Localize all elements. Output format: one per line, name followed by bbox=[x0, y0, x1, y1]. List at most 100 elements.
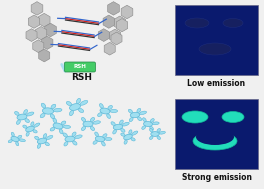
Ellipse shape bbox=[65, 136, 75, 142]
Ellipse shape bbox=[27, 112, 34, 116]
Ellipse shape bbox=[151, 132, 159, 136]
Polygon shape bbox=[35, 26, 47, 40]
Ellipse shape bbox=[100, 104, 103, 108]
Ellipse shape bbox=[8, 140, 12, 143]
Ellipse shape bbox=[121, 133, 125, 136]
Ellipse shape bbox=[72, 132, 76, 136]
Ellipse shape bbox=[93, 141, 97, 144]
Ellipse shape bbox=[222, 112, 244, 122]
Ellipse shape bbox=[140, 111, 147, 115]
Ellipse shape bbox=[129, 130, 132, 134]
Text: RSH: RSH bbox=[74, 64, 86, 70]
Ellipse shape bbox=[182, 111, 208, 123]
Polygon shape bbox=[39, 49, 50, 62]
Polygon shape bbox=[41, 36, 53, 49]
Ellipse shape bbox=[34, 123, 40, 127]
Ellipse shape bbox=[43, 108, 54, 114]
Ellipse shape bbox=[113, 124, 123, 130]
Ellipse shape bbox=[129, 118, 133, 122]
FancyBboxPatch shape bbox=[175, 99, 258, 169]
Ellipse shape bbox=[81, 126, 86, 131]
Ellipse shape bbox=[26, 126, 34, 132]
Ellipse shape bbox=[50, 127, 55, 131]
Ellipse shape bbox=[53, 118, 57, 123]
Polygon shape bbox=[121, 5, 133, 19]
Ellipse shape bbox=[144, 122, 153, 127]
Ellipse shape bbox=[66, 101, 72, 106]
Ellipse shape bbox=[120, 120, 123, 124]
Polygon shape bbox=[103, 15, 115, 28]
Ellipse shape bbox=[37, 144, 41, 148]
Ellipse shape bbox=[61, 121, 66, 125]
Polygon shape bbox=[109, 29, 121, 42]
Ellipse shape bbox=[33, 130, 37, 133]
Ellipse shape bbox=[69, 111, 74, 116]
Ellipse shape bbox=[132, 131, 138, 135]
Ellipse shape bbox=[137, 108, 141, 112]
Ellipse shape bbox=[15, 112, 19, 115]
Ellipse shape bbox=[78, 108, 84, 113]
Polygon shape bbox=[104, 42, 115, 55]
Ellipse shape bbox=[108, 105, 112, 109]
Ellipse shape bbox=[121, 129, 125, 132]
Ellipse shape bbox=[17, 114, 27, 120]
Polygon shape bbox=[108, 2, 119, 15]
Ellipse shape bbox=[75, 135, 82, 139]
Ellipse shape bbox=[124, 134, 132, 140]
Polygon shape bbox=[45, 23, 56, 37]
Ellipse shape bbox=[95, 136, 105, 142]
Ellipse shape bbox=[43, 134, 47, 138]
Ellipse shape bbox=[124, 140, 127, 144]
Ellipse shape bbox=[105, 138, 112, 140]
Ellipse shape bbox=[16, 120, 20, 124]
Ellipse shape bbox=[142, 126, 146, 129]
Polygon shape bbox=[116, 19, 128, 32]
Ellipse shape bbox=[95, 132, 98, 136]
Ellipse shape bbox=[83, 121, 93, 127]
Ellipse shape bbox=[46, 136, 53, 139]
Ellipse shape bbox=[153, 122, 159, 125]
Ellipse shape bbox=[149, 136, 153, 139]
Ellipse shape bbox=[196, 129, 234, 145]
Ellipse shape bbox=[122, 122, 129, 126]
Ellipse shape bbox=[81, 117, 86, 122]
Ellipse shape bbox=[128, 109, 133, 113]
Ellipse shape bbox=[149, 129, 153, 132]
Ellipse shape bbox=[113, 130, 116, 134]
Ellipse shape bbox=[59, 129, 63, 134]
Ellipse shape bbox=[23, 125, 27, 128]
Ellipse shape bbox=[54, 108, 62, 112]
Text: RSH: RSH bbox=[72, 73, 92, 81]
Ellipse shape bbox=[131, 138, 135, 141]
Ellipse shape bbox=[107, 114, 111, 119]
Polygon shape bbox=[28, 15, 40, 28]
Ellipse shape bbox=[16, 142, 19, 146]
Ellipse shape bbox=[157, 129, 161, 132]
Ellipse shape bbox=[69, 104, 81, 110]
Ellipse shape bbox=[223, 19, 243, 28]
Ellipse shape bbox=[111, 122, 115, 125]
Ellipse shape bbox=[143, 118, 146, 122]
Ellipse shape bbox=[51, 104, 56, 109]
Ellipse shape bbox=[130, 112, 140, 118]
Ellipse shape bbox=[80, 101, 88, 105]
Ellipse shape bbox=[138, 117, 142, 121]
Ellipse shape bbox=[63, 133, 67, 137]
Ellipse shape bbox=[18, 135, 22, 138]
Ellipse shape bbox=[64, 142, 68, 146]
FancyBboxPatch shape bbox=[64, 62, 96, 72]
Ellipse shape bbox=[37, 138, 47, 144]
Text: Low emission: Low emission bbox=[187, 79, 246, 88]
Ellipse shape bbox=[150, 126, 153, 130]
Ellipse shape bbox=[199, 43, 231, 55]
Polygon shape bbox=[38, 13, 50, 27]
Text: Strong emission: Strong emission bbox=[182, 173, 252, 182]
Ellipse shape bbox=[50, 114, 55, 119]
Ellipse shape bbox=[110, 109, 117, 113]
Ellipse shape bbox=[102, 142, 105, 146]
Ellipse shape bbox=[159, 131, 165, 134]
Ellipse shape bbox=[25, 119, 29, 122]
Ellipse shape bbox=[103, 134, 107, 137]
Ellipse shape bbox=[53, 123, 63, 129]
Ellipse shape bbox=[41, 103, 46, 108]
